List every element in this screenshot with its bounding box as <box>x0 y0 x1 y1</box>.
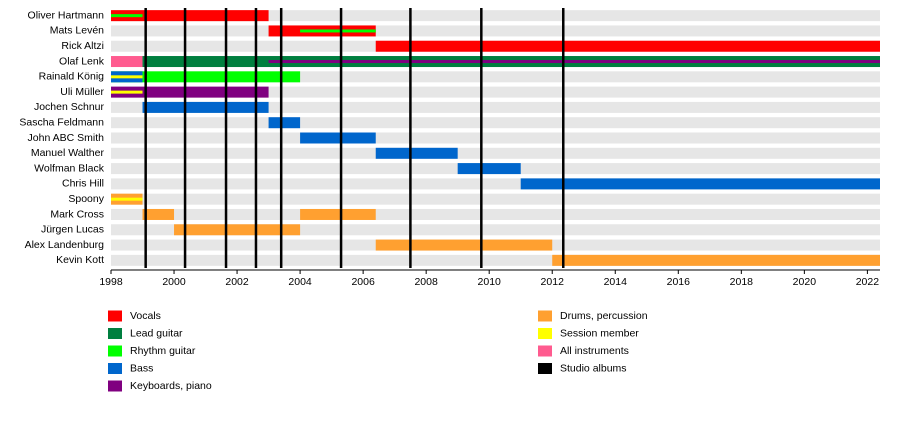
legend-label: Rhythm guitar <box>130 345 196 357</box>
row-label: Sascha Feldmann <box>19 116 104 128</box>
tenure-bar <box>300 208 376 220</box>
tenure-bar <box>174 224 301 236</box>
row-band <box>111 193 880 205</box>
tenure-bar <box>300 132 376 144</box>
legend-label: Session member <box>560 327 639 339</box>
tenure-bar <box>111 86 269 98</box>
x-tick-label: 2008 <box>414 276 438 288</box>
row-band <box>111 132 880 144</box>
tenure-bar <box>375 239 553 251</box>
role-stripe <box>111 197 143 201</box>
row-label: Jochen Schnur <box>34 101 105 113</box>
x-tick-label: 2022 <box>856 276 880 288</box>
row-band <box>111 117 880 129</box>
role-stripe <box>111 75 143 79</box>
role-stripe <box>111 14 143 18</box>
row-label: Jürgen Lucas <box>41 224 104 236</box>
legend-label: Lead guitar <box>130 327 183 339</box>
row-label: Chris Hill <box>62 178 104 190</box>
legend-swatch <box>538 310 552 322</box>
tenure-bar <box>552 254 880 266</box>
row-label: John ABC Smith <box>28 132 105 144</box>
x-tick-label: 2002 <box>225 276 249 288</box>
row-label: Rainald König <box>39 71 105 83</box>
legend-swatch <box>108 310 122 322</box>
x-tick-label: 2000 <box>162 276 186 288</box>
legend-label: All instruments <box>560 345 629 357</box>
row-label: Rick Altzi <box>61 40 104 52</box>
tenure-bar <box>457 163 521 175</box>
x-tick-label: 2004 <box>288 276 312 288</box>
row-label: Spoony <box>68 193 104 205</box>
tenure-bar <box>111 10 269 22</box>
x-tick-label: 2016 <box>667 276 691 288</box>
legend-swatch <box>538 363 552 374</box>
legend-label: Drums, percussion <box>560 310 648 322</box>
x-tick-label: 2012 <box>541 276 565 288</box>
tenure-bar <box>142 208 175 220</box>
row-band <box>111 71 880 83</box>
row-band <box>111 208 880 220</box>
legend-swatch <box>108 380 122 392</box>
tenure-bar <box>142 101 269 113</box>
legend-swatch <box>538 328 552 339</box>
row-label: Alex Landenburg <box>25 239 105 251</box>
row-band <box>111 254 880 266</box>
row-band <box>111 101 880 113</box>
row-label: Mats Levén <box>50 25 104 37</box>
row-label: Uli Müller <box>60 86 104 98</box>
tenure-bar <box>375 147 458 159</box>
role-stripe <box>111 90 143 94</box>
row-band <box>111 224 880 236</box>
legend-swatch <box>108 328 122 339</box>
role-stripe <box>300 29 376 33</box>
x-tick-label: 2014 <box>604 276 628 288</box>
x-tick-label: 2010 <box>478 276 502 288</box>
row-label: Kevin Kott <box>56 254 104 266</box>
row-label: Wolfman Black <box>34 162 105 174</box>
row-band <box>111 147 880 159</box>
legend-label: Keyboards, piano <box>130 380 212 392</box>
x-tick-label: 2006 <box>351 276 375 288</box>
tenure-bar <box>268 117 301 129</box>
x-tick-label: 2018 <box>730 276 754 288</box>
legend-swatch <box>108 345 122 357</box>
row-label: Oliver Hartmann <box>28 9 105 21</box>
row-band <box>111 25 880 37</box>
x-tick-label: 1998 <box>99 276 123 288</box>
x-tick-label: 2020 <box>793 276 817 288</box>
tenure-bar <box>111 56 143 68</box>
row-label: Olaf Lenk <box>59 55 105 67</box>
row-band <box>111 10 880 22</box>
tenure-bar <box>520 178 880 190</box>
role-stripe <box>268 60 880 64</box>
legend-swatch <box>108 363 122 374</box>
tenure-bar <box>375 40 880 52</box>
row-band <box>111 86 880 98</box>
row-label: Mark Cross <box>50 208 104 220</box>
legend-label: Vocals <box>130 310 161 322</box>
legend-label: Studio albums <box>560 362 627 374</box>
row-band <box>111 178 880 190</box>
row-label: Manuel Walther <box>31 147 105 159</box>
tenure-bar <box>111 71 301 83</box>
legend-label: Bass <box>130 362 153 374</box>
legend-swatch <box>538 345 552 357</box>
